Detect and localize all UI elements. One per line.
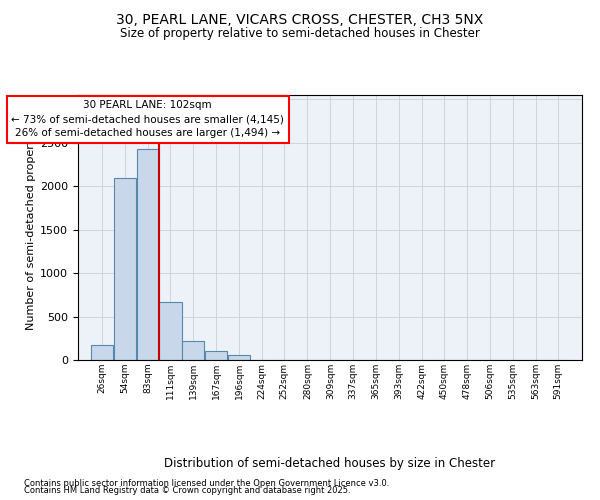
Text: Contains HM Land Registry data © Crown copyright and database right 2025.: Contains HM Land Registry data © Crown c… [24,486,350,495]
Bar [182,341,204,360]
Text: Distribution of semi-detached houses by size in Chester: Distribution of semi-detached houses by … [164,458,496,470]
Bar [228,355,250,360]
Bar [160,302,182,360]
Bar [205,352,227,360]
Text: Size of property relative to semi-detached houses in Chester: Size of property relative to semi-detach… [120,28,480,40]
Y-axis label: Number of semi-detached properties: Number of semi-detached properties [26,124,36,330]
Text: 30, PEARL LANE, VICARS CROSS, CHESTER, CH3 5NX: 30, PEARL LANE, VICARS CROSS, CHESTER, C… [116,12,484,26]
Bar [137,149,159,360]
Bar [113,178,136,360]
Text: Contains public sector information licensed under the Open Government Licence v3: Contains public sector information licen… [24,478,389,488]
Text: 30 PEARL LANE: 102sqm
← 73% of semi-detached houses are smaller (4,145)
26% of s: 30 PEARL LANE: 102sqm ← 73% of semi-deta… [11,100,284,138]
Bar [91,345,113,360]
